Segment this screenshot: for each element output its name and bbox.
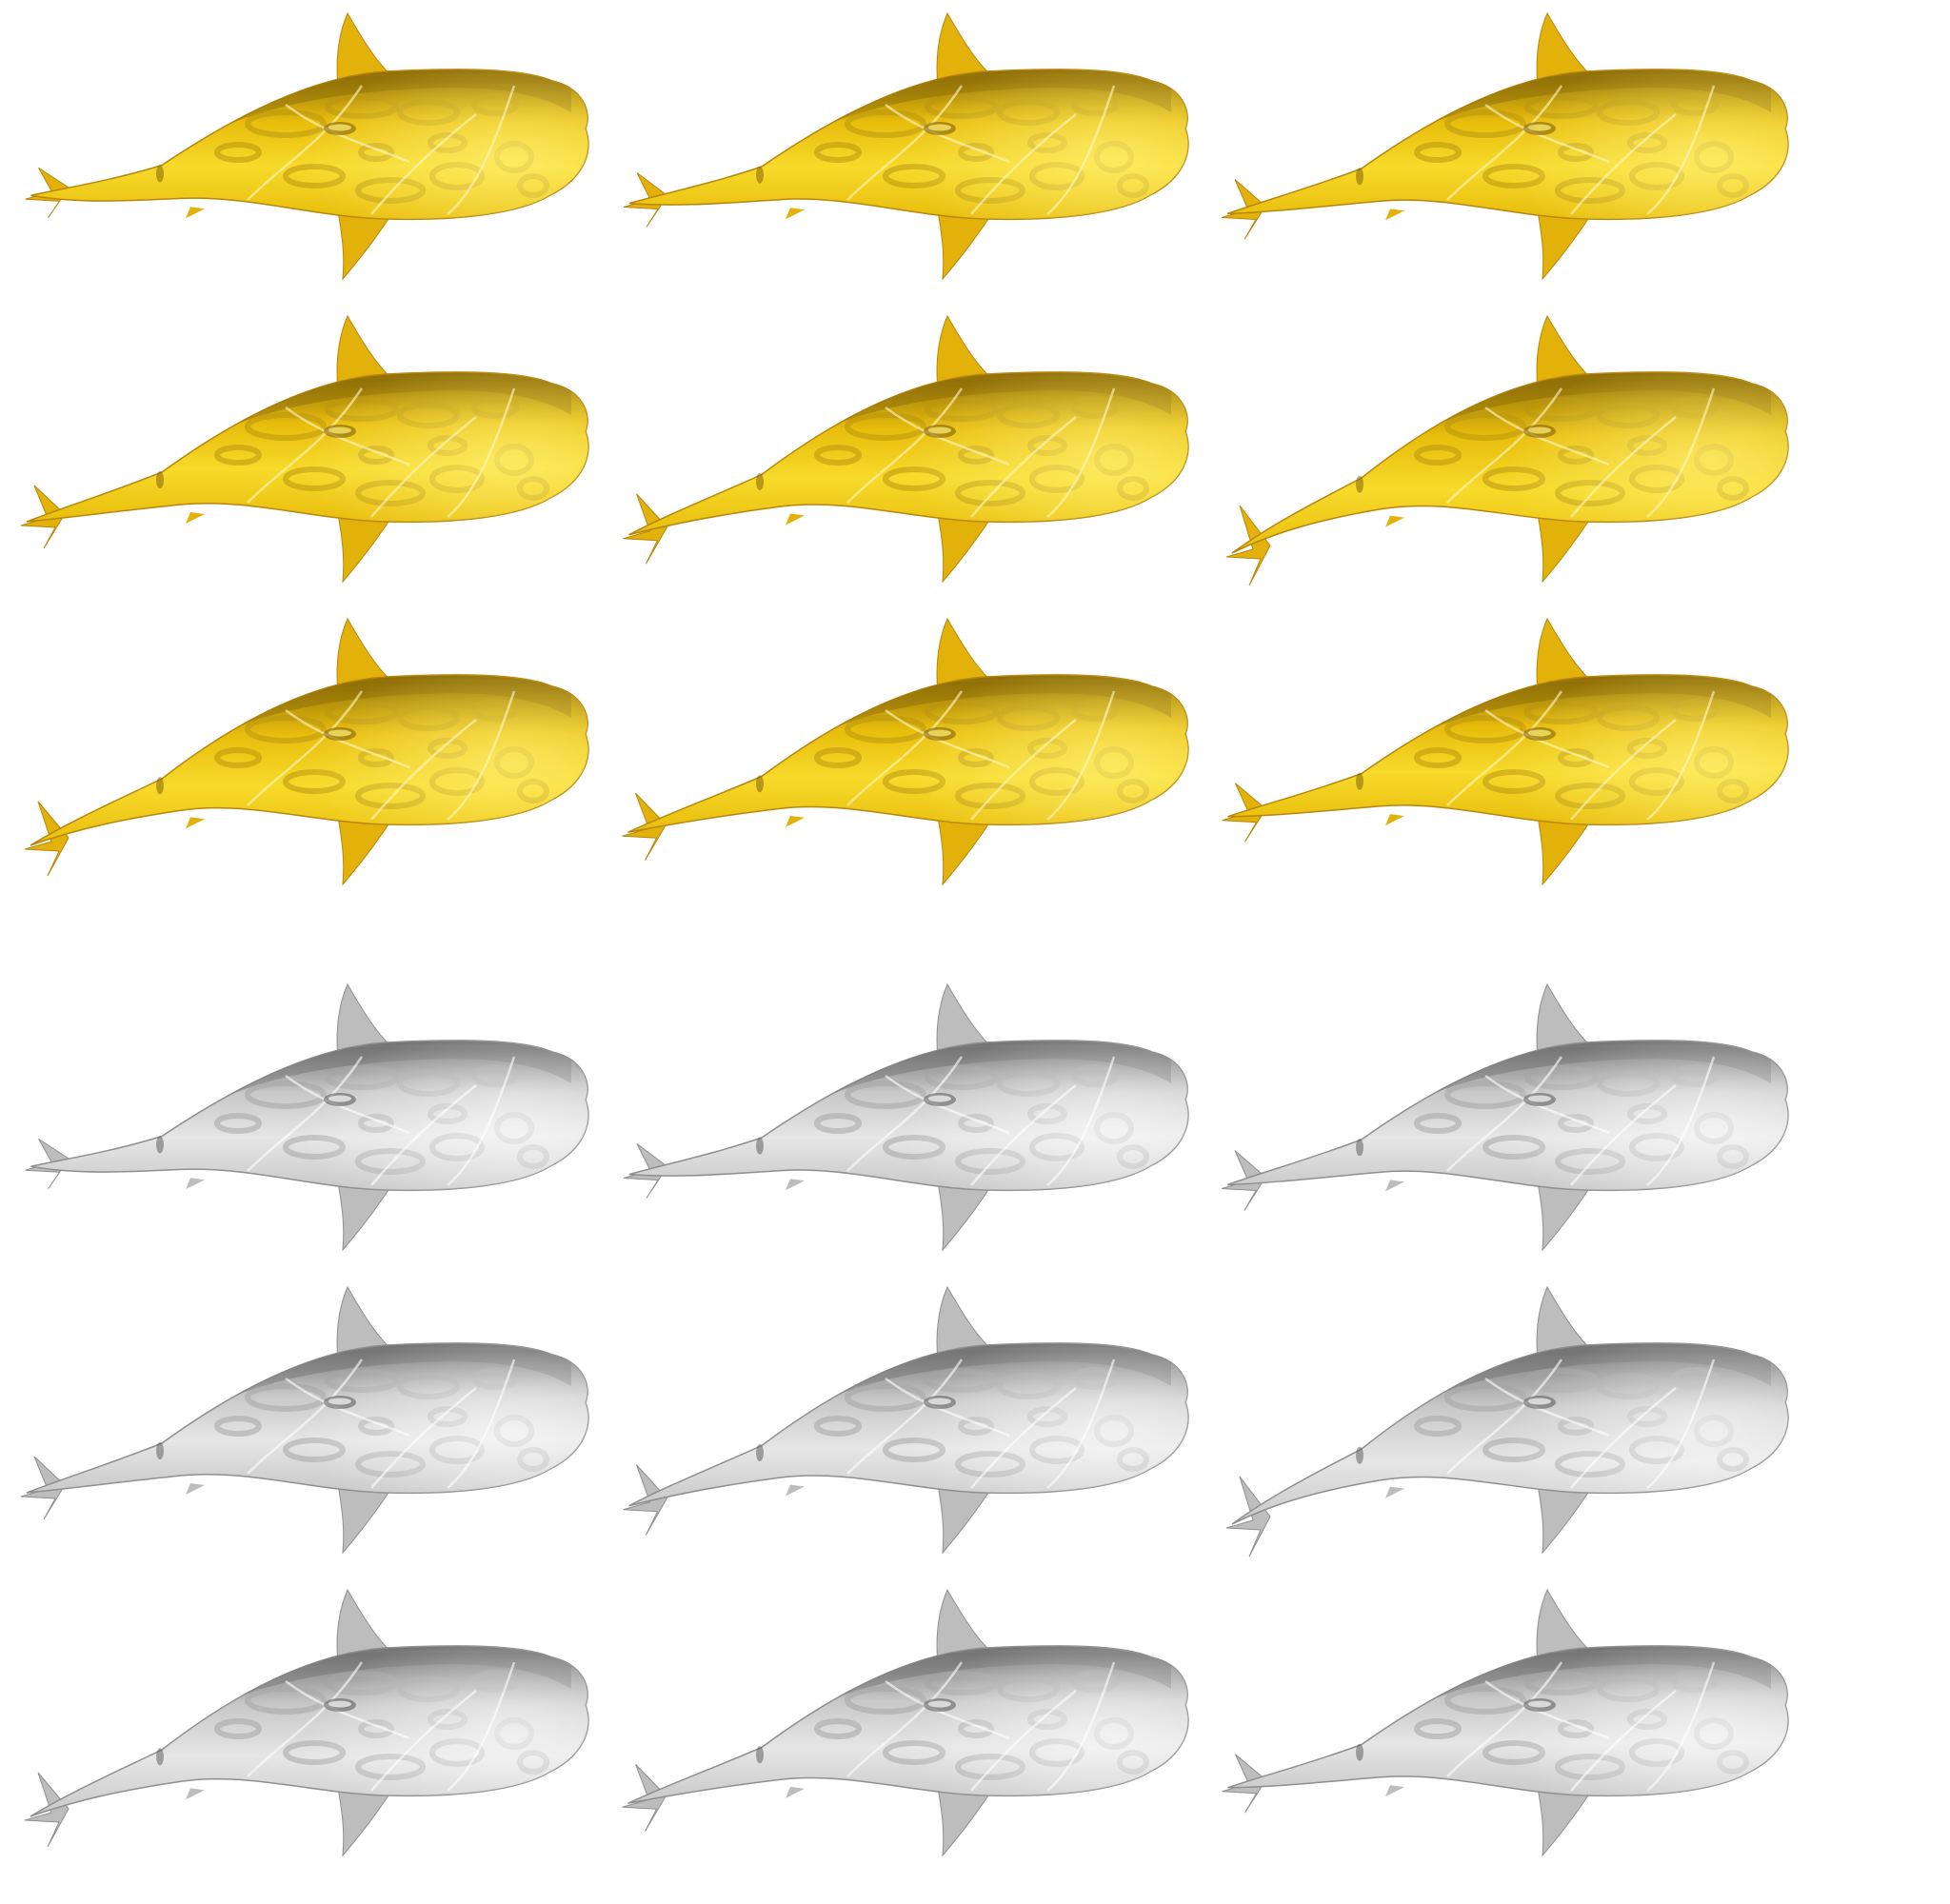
silver-fish-frame-5 xyxy=(623,1285,1189,1555)
gold-fish-frame-6 xyxy=(1225,314,1789,586)
gold-fish-frame-2 xyxy=(623,11,1189,281)
gold-fish-frame-5 xyxy=(623,314,1189,584)
silver-fish-frame-2 xyxy=(623,982,1189,1252)
silver-fish-frame-6 xyxy=(1225,1285,1789,1557)
gold-fish-frame-4 xyxy=(20,314,589,584)
gold-fish-frame-8 xyxy=(622,617,1189,886)
silver-fish-frame-3 xyxy=(1221,982,1789,1252)
gold-fish-frame-3 xyxy=(1221,11,1789,281)
silver-fish-frame-7 xyxy=(24,1588,589,1857)
gold-fish-frame-7 xyxy=(24,617,589,886)
silver-fish-frame-8 xyxy=(622,1588,1189,1857)
silver-fish-frame-1 xyxy=(25,982,589,1252)
silver-fish-frame-4 xyxy=(20,1285,589,1555)
gold-fish-frame-9 xyxy=(1222,617,1789,886)
gold-fish-frame-1 xyxy=(25,11,589,281)
silver-fish-frame-9 xyxy=(1222,1588,1789,1857)
